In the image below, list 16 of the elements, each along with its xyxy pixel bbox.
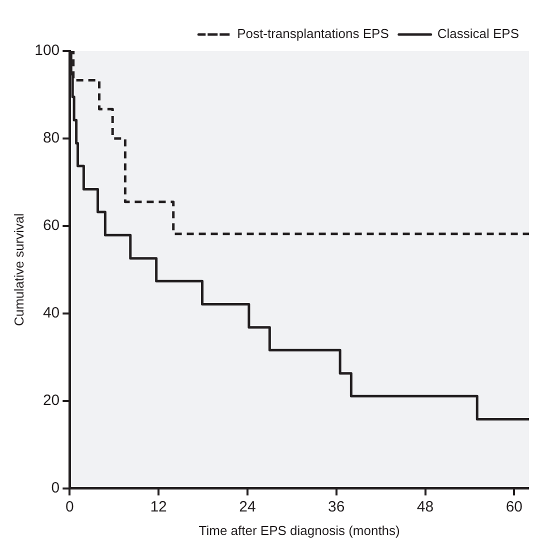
- x-tick-label: 12: [150, 498, 167, 516]
- y-tick-label: 40: [42, 304, 60, 322]
- x-tick-label: 36: [328, 498, 345, 516]
- y-axis-title: Cumulative survival: [11, 213, 26, 326]
- legend-label: Post-transplantations EPS: [237, 26, 390, 42]
- y-tick-label: 60: [42, 217, 60, 234]
- y-tick-label: 100: [34, 42, 60, 60]
- x-tick-label: 60: [506, 498, 523, 516]
- legend-label: Classical EPS: [437, 26, 520, 42]
- y-tick-label: 0: [51, 480, 60, 497]
- x-tick-label: 0: [65, 498, 74, 516]
- y-tick-label: 80: [42, 130, 60, 147]
- y-tick-label: 20: [42, 392, 60, 410]
- x-axis-title: Time after EPS diagnosis (months): [198, 522, 400, 538]
- x-tick-label: 48: [416, 498, 434, 516]
- x-tick-label: 24: [239, 498, 256, 516]
